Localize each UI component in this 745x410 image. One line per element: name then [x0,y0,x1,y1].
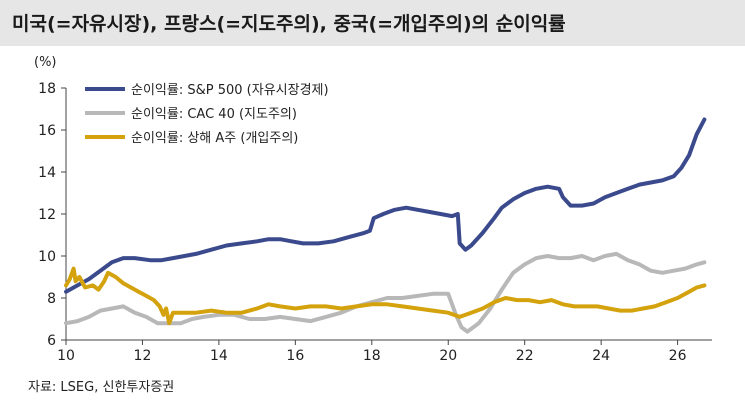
x-tick-label: 18 [363,348,381,364]
legend: 순이익률: S&P 500 (자유시장경제) 순이익률: CAC 40 (지도주의… [85,83,329,146]
x-tick-label: 20 [439,348,457,364]
axes: 6 8 10 12 14 16 18 10 12 14 16 18 20 22 24 26 [38,81,712,364]
legend-label-1: 순이익률: S&P 500 (자유시장경제) [131,83,329,98]
x-tick-label: 24 [592,348,610,364]
source-note: 자료: LSEG, 신한투자증권 [28,380,175,395]
y-tick-label: 14 [38,165,56,181]
y-tick-label: 16 [38,123,56,139]
legend-label-2: 순이익률: CAC 40 (지도주의) [131,107,297,122]
y-tick-label: 6 [47,333,56,349]
x-tick-label: 16 [286,348,304,364]
y-tick-label: 10 [38,249,56,265]
series-line-3 [64,266,707,326]
series-line-1 [64,117,707,294]
x-tick-label: 14 [210,348,228,364]
y-tick-label: 8 [47,291,56,307]
y-axis-unit: (%) [34,55,57,70]
series-layer [64,117,707,334]
x-tick-label: 10 [57,348,75,364]
legend-label-3: 순이익률: 상해 A주 (개입주의) [131,131,298,146]
x-tick-label: 22 [516,348,534,364]
title-bar: 미국(=자유시장), 프랑스(=지도주의), 중국(=개입주의)의 순이익률 [0,0,745,46]
line-chart: 6 8 10 12 14 16 18 10 12 14 16 18 20 22 24 26 순이익률: S&P… [38,81,712,364]
chart-title: 미국(=자유시장), 프랑스(=지도주의), 중국(=개입주의)의 순이익률 [12,13,566,35]
series-line-2 [64,251,707,334]
y-tick-label: 12 [38,207,56,223]
x-tick-label: 12 [134,348,152,364]
x-tick-label: 26 [669,348,687,364]
y-tick-label: 18 [38,81,56,97]
